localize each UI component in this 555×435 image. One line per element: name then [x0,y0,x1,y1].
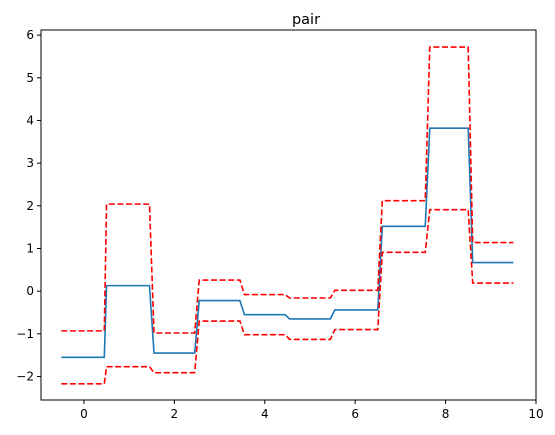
chart-title: pair [292,12,320,28]
series-line-lower [61,208,514,385]
x-tick-label: 6 [351,407,359,421]
y-tick-label: 4 [26,113,34,127]
y-axis: −2 −1 0 1 2 3 4 5 6 [16,28,41,384]
y-tick-label: 1 [26,242,34,256]
x-tick-label: 2 [171,407,179,421]
y-tick-label: 2 [26,199,34,213]
x-tick-label: 10 [528,407,543,421]
series-line-upper [61,46,514,334]
y-tick-label: 6 [26,28,34,42]
y-tick-label: 0 [26,284,34,298]
y-tick-label: 3 [26,156,34,170]
y-tick-label: −1 [16,327,34,341]
y-tick-label: 5 [26,71,34,85]
x-tick-label: 8 [442,407,450,421]
series-line-mean [61,127,514,359]
series-layer [61,46,514,385]
x-tick-label: 4 [261,407,269,421]
x-tick-label: 0 [80,407,88,421]
y-tick-label: −2 [16,370,34,384]
plot-frame [40,29,537,401]
x-axis: 0 2 4 6 8 10 [80,400,544,421]
